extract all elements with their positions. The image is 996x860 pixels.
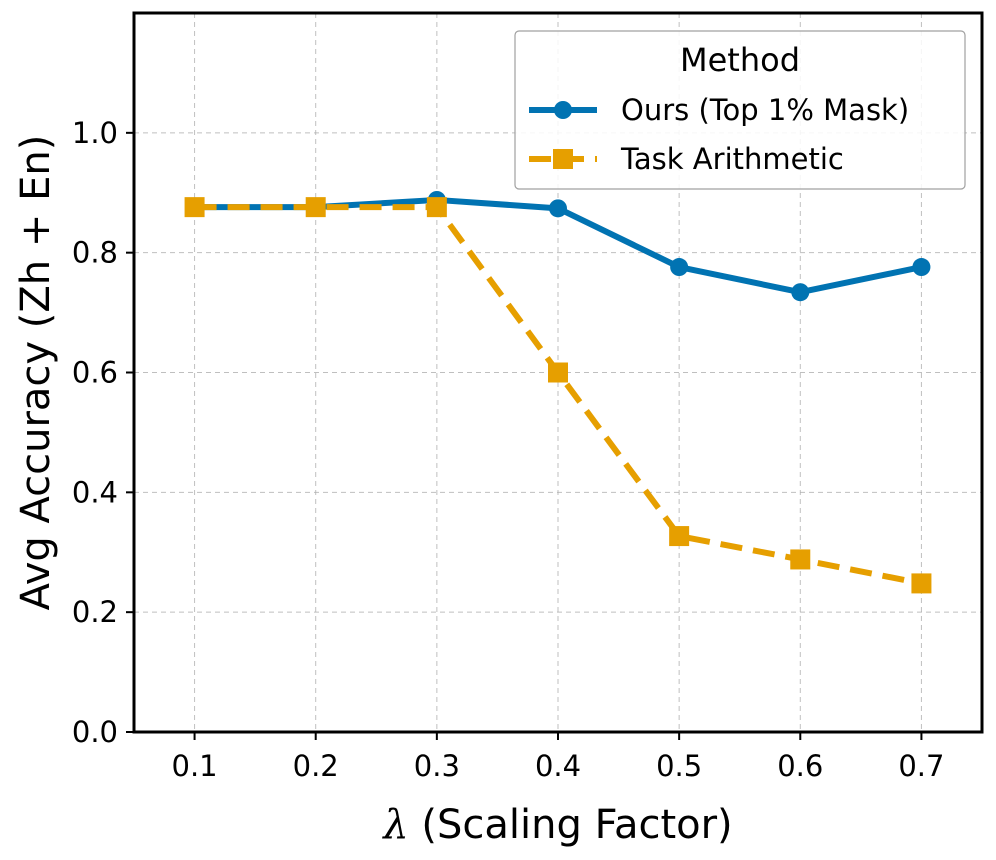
legend: Method Ours (Top 1% Mask) Task Arithmetic	[514, 30, 966, 190]
x-axis-label-symbol: λ	[381, 802, 408, 848]
x-axis-label-text: (Scaling Factor)	[409, 802, 733, 848]
x-tick-label: 0.4	[535, 749, 581, 783]
x-tick-label: 0.6	[777, 749, 823, 783]
x-tick-label: 0.3	[414, 749, 460, 783]
data-point	[791, 283, 810, 302]
x-axis-label: λ (Scaling Factor)	[381, 802, 732, 848]
data-point	[911, 573, 932, 594]
legend-label: Ours (Top 1% Mask)	[621, 93, 909, 127]
data-point	[426, 197, 447, 218]
legend-marker	[554, 101, 572, 119]
data-point	[548, 362, 568, 383]
x-tick-label: 0.7	[898, 749, 944, 783]
data-point	[670, 258, 689, 277]
y-tick-label: 0.0	[72, 715, 118, 749]
data-point	[549, 199, 567, 218]
x-tick-label: 0.2	[293, 749, 339, 783]
y-tick-label: 0.8	[72, 236, 118, 270]
y-tick-label: 1.0	[72, 116, 118, 150]
data-point	[912, 258, 931, 277]
legend-marker	[553, 149, 573, 169]
legend-title: Method	[680, 41, 800, 79]
x-axis-ticks: 0.1 0.2 0.3 0.4 0.5 0.6 0.7	[172, 732, 944, 783]
y-tick-label: 0.2	[72, 595, 118, 629]
plot-series	[184, 190, 932, 594]
data-point	[184, 197, 205, 218]
legend-label: Task Arithmetic	[620, 142, 844, 176]
y-axis-ticks: 0.0 0.2 0.4 0.6 0.8 1.0	[72, 116, 134, 749]
x-tick-label: 0.5	[656, 749, 702, 783]
data-point	[790, 549, 811, 570]
data-point	[669, 526, 690, 547]
legend-entries: Ours (Top 1% Mask) Task Arithmetic	[529, 93, 909, 176]
legend-entry: Ours (Top 1% Mask)	[529, 93, 909, 127]
data-point	[305, 197, 326, 218]
legend-box	[514, 30, 966, 190]
y-tick-label: 0.4	[72, 475, 118, 509]
series-task-arithmetic	[184, 197, 932, 594]
y-axis-label: Avg Accuracy (Zh + En)	[13, 135, 59, 611]
x-tick-label: 0.1	[172, 749, 218, 783]
y-tick-label: 0.6	[72, 356, 118, 390]
legend-entry: Task Arithmetic	[529, 142, 844, 176]
